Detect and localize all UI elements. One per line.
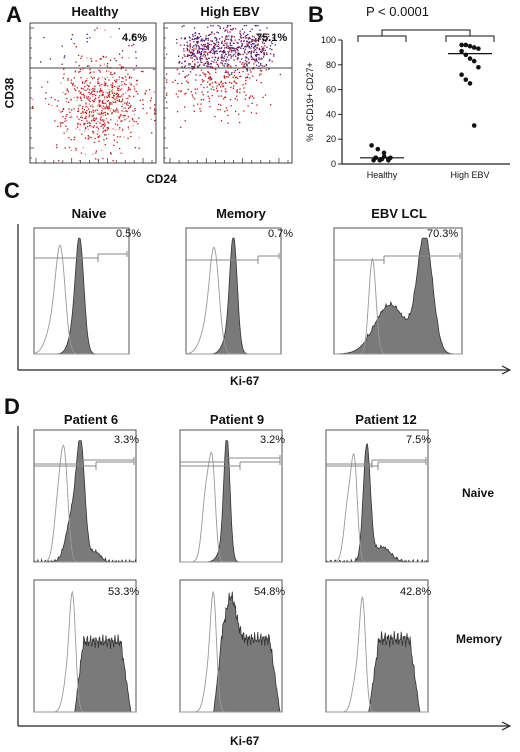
panel-c-percent-naive: 0.5% bbox=[116, 228, 142, 240]
panel-d-percent-memory-p12: 42.8% bbox=[400, 586, 432, 598]
panel-c-title-memory: Memory bbox=[216, 206, 266, 221]
gate-marker bbox=[34, 251, 128, 262]
y-tick-label: 40 bbox=[326, 109, 336, 119]
data-point bbox=[381, 150, 387, 156]
panel-d-percent-naive-p12: 7.5% bbox=[406, 434, 432, 446]
panel-d-xlabel: Ki-67 bbox=[230, 734, 260, 748]
panel-d-row-label-naive: Naive bbox=[462, 486, 495, 500]
panel-a-flow-plots bbox=[29, 22, 293, 164]
control-histogram-line bbox=[334, 257, 462, 355]
flow-axis-ticks bbox=[164, 27, 289, 163]
y-tick-label: 20 bbox=[326, 134, 336, 144]
flow-dots bbox=[166, 25, 281, 128]
control-histogram-line bbox=[34, 444, 136, 563]
control-histogram-line bbox=[34, 590, 136, 713]
data-point bbox=[467, 56, 473, 61]
panel-c-percent-ebv-lcl: 70.3% bbox=[427, 228, 459, 240]
data-point bbox=[471, 58, 477, 64]
panel-c-xlabel: Ki-67 bbox=[230, 374, 260, 388]
gate-marker bbox=[180, 455, 281, 466]
panel-d-percent-memory-p9: 54.8% bbox=[254, 586, 286, 598]
gate-marker bbox=[326, 457, 427, 468]
panel-a-percent-high-ebv: 75.1% bbox=[256, 32, 288, 44]
panel-d-title-patient-12: Patient 12 bbox=[355, 412, 417, 427]
x-category-label: Healthy bbox=[367, 170, 398, 180]
panel-d-percent-naive-p6: 3.3% bbox=[114, 434, 140, 446]
panel-c-title-naive: Naive bbox=[71, 206, 107, 221]
panel-c-title-ebv-lcl: EBV LCL bbox=[371, 206, 427, 221]
panel-d-axis bbox=[17, 426, 512, 731]
data-point bbox=[377, 157, 383, 163]
y-tick-label: 80 bbox=[326, 60, 336, 70]
histogram-memory-p9 bbox=[179, 455, 283, 713]
histogram-memory-p6 bbox=[33, 457, 137, 713]
panel-d-title-patient-9: Patient 9 bbox=[209, 412, 265, 427]
histogram-fill bbox=[333, 237, 462, 355]
gate-marker bbox=[34, 457, 135, 468]
flow-plot-healthy bbox=[29, 22, 157, 164]
gate-marker bbox=[186, 253, 280, 264]
data-point bbox=[369, 143, 374, 148]
panel-c-axis bbox=[17, 224, 512, 375]
gate-marker bbox=[334, 253, 461, 264]
panel-a-xlabel: CD24 bbox=[146, 172, 177, 186]
panel-c-percent-memory: 0.7% bbox=[268, 228, 294, 240]
panel-d-percent-memory-p6: 53.3% bbox=[108, 586, 140, 598]
control-histogram-line bbox=[33, 244, 129, 355]
panel-a-letter: A bbox=[6, 2, 22, 27]
flow-axis-ticks bbox=[30, 27, 153, 163]
control-histogram-line bbox=[180, 590, 282, 713]
flow-dots bbox=[32, 27, 156, 162]
panel-d-title-patient-6: Patient 6 bbox=[63, 412, 119, 427]
significance-bracket bbox=[357, 29, 495, 42]
y-tick-label: 0 bbox=[331, 159, 336, 169]
panel-d-letter: D bbox=[4, 394, 20, 419]
data-point bbox=[467, 81, 473, 86]
histogram-frame bbox=[325, 429, 429, 563]
data-point bbox=[459, 72, 464, 78]
data-point bbox=[371, 157, 376, 163]
data-point bbox=[375, 146, 381, 152]
panel-a-ylabel: CD38 bbox=[2, 77, 17, 109]
data-point bbox=[459, 42, 464, 48]
panel-d-row-label-memory: Memory bbox=[456, 632, 503, 646]
data-point bbox=[459, 48, 464, 54]
histogram-naive bbox=[33, 227, 130, 355]
histogram-ebv-lcl bbox=[333, 227, 463, 355]
control-histogram-line bbox=[185, 246, 281, 355]
data-point bbox=[467, 43, 473, 49]
flow-plot-high-ebv bbox=[163, 22, 293, 164]
panel-b-scatter-chart: 0 20 40 60 80 100 % of CD19+ CD27+ Healthy High … bbox=[305, 29, 510, 180]
panel-a-percent-healthy: 4.6% bbox=[122, 32, 148, 44]
panel-a-title-healthy: Healthy bbox=[71, 4, 119, 19]
data-point bbox=[476, 64, 481, 70]
x-category-label: High EBV bbox=[450, 170, 489, 180]
flow-plot-frame bbox=[29, 22, 157, 164]
data-point bbox=[476, 46, 481, 51]
data-point bbox=[386, 157, 391, 163]
y-axis-label: % of CD19+ CD27+ bbox=[305, 62, 315, 142]
histogram-memory-p12 bbox=[325, 457, 429, 713]
data-point bbox=[463, 77, 469, 82]
control-histogram-line bbox=[326, 595, 428, 713]
y-tick-label: 60 bbox=[326, 85, 336, 95]
data-point bbox=[463, 42, 469, 48]
panel-a-title-high-ebv: High EBV bbox=[200, 4, 260, 19]
histogram-naive-p6 bbox=[33, 429, 137, 563]
panel-b-pvalue: P < 0.0001 bbox=[366, 4, 430, 19]
control-histogram-line bbox=[180, 451, 282, 563]
data-point bbox=[471, 45, 477, 50]
panel-c-histograms bbox=[17, 224, 512, 375]
y-tick-label: 100 bbox=[321, 35, 336, 45]
panel-c-letter: C bbox=[4, 178, 20, 203]
histogram-memory bbox=[185, 227, 282, 355]
data-point bbox=[471, 123, 477, 128]
histogram-naive-p12 bbox=[325, 429, 429, 563]
panel-d-histograms bbox=[17, 426, 512, 731]
histogram-naive-p9 bbox=[179, 429, 283, 563]
panel-d-percent-naive-p9: 3.2% bbox=[260, 434, 286, 446]
control-histogram-line bbox=[326, 453, 428, 563]
panel-b-letter: B bbox=[308, 2, 324, 27]
